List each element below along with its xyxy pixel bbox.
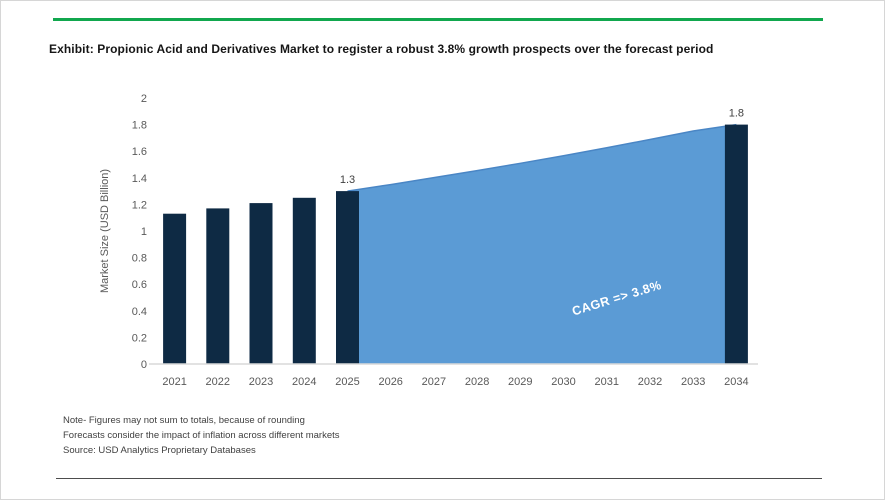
x-tick-label-2023: 2023 — [249, 376, 273, 388]
x-tick-label-2021: 2021 — [162, 376, 186, 388]
bar-2022 — [206, 208, 230, 364]
bar-2021 — [163, 213, 187, 364]
x-tick-label-2024: 2024 — [292, 376, 316, 388]
x-tick-label-2022: 2022 — [206, 376, 230, 388]
y-tick-label-1.4: 1.4 — [132, 173, 147, 185]
y-tick-label-0.8: 0.8 — [132, 253, 147, 265]
x-tick-label-2026: 2026 — [378, 376, 402, 388]
y-tick-label-1.2: 1.2 — [132, 199, 147, 211]
top-accent-rule — [53, 18, 823, 21]
x-tick-label-2031: 2031 — [595, 376, 619, 388]
x-tick-label-2028: 2028 — [465, 376, 489, 388]
bar-value-label-2025: 1.3 — [340, 174, 355, 186]
bar-2023 — [249, 203, 273, 364]
x-tick-label-2025: 2025 — [335, 376, 359, 388]
footnotes: Note- Figures may not sum to totals, bec… — [63, 413, 340, 458]
bottom-divider-rule — [56, 478, 822, 479]
y-tick-label-0.4: 0.4 — [132, 306, 147, 318]
forecast-area — [347, 124, 737, 364]
y-tick-label-0.6: 0.6 — [132, 279, 147, 291]
y-tick-label-1.8: 1.8 — [132, 120, 147, 132]
bar-value-label-2034: 1.8 — [729, 108, 744, 120]
x-tick-label-2032: 2032 — [638, 376, 662, 388]
y-tick-label-1.6: 1.6 — [132, 146, 147, 158]
bar-2034 — [724, 124, 748, 364]
y-tick-label-1: 1 — [141, 226, 147, 238]
y-tick-label-2: 2 — [141, 93, 147, 105]
x-tick-label-2034: 2034 — [724, 376, 748, 388]
bar-2025 — [336, 191, 359, 364]
footnote-inflation: Forecasts consider the impact of inflati… — [63, 430, 340, 441]
forecast-area-top-edge — [347, 123, 737, 192]
x-tick-label-2033: 2033 — [681, 376, 705, 388]
x-tick-label-2030: 2030 — [551, 376, 575, 388]
y-tick-label-0.2: 0.2 — [132, 332, 147, 344]
x-tick-label-2027: 2027 — [422, 376, 446, 388]
footnote-rounding: Note- Figures may not sum to totals, bec… — [63, 415, 305, 426]
y-axis-title: Market Size (USD Billion) — [99, 169, 111, 293]
x-tick-label-2029: 2029 — [508, 376, 532, 388]
y-tick-label-0: 0 — [141, 359, 147, 371]
footnote-source: Source: USD Analytics Proprietary Databa… — [63, 445, 256, 456]
bar-2024 — [292, 197, 316, 365]
exhibit-title: Exhibit: Propionic Acid and Derivatives … — [49, 42, 714, 56]
